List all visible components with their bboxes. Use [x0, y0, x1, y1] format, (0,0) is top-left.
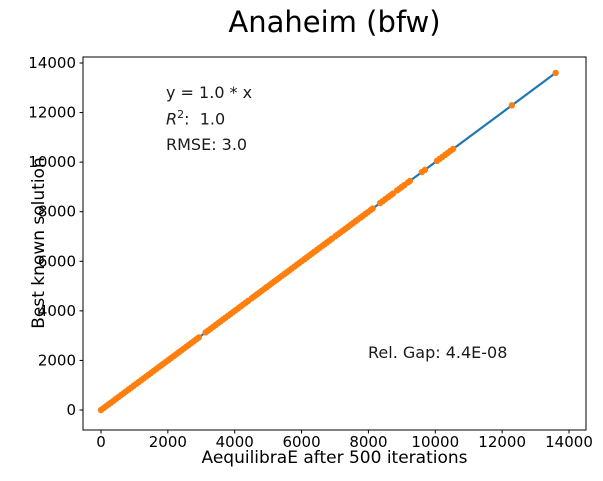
r-squared-symbol: R: [166, 109, 178, 129]
axes-frame: [82, 56, 587, 431]
y-tick-label: 0: [66, 401, 76, 419]
scatter-point: [552, 69, 559, 77]
y-tick-label: 6000: [38, 252, 76, 270]
y-tick-label: 2000: [38, 351, 76, 369]
x-tick-label: 14000: [545, 433, 593, 451]
y-tick-label: 10000: [28, 153, 76, 171]
chart-title: Anaheim (bfw): [228, 5, 441, 39]
y-axis-label: Best known solution: [29, 157, 49, 329]
x-tick-label: 10000: [411, 433, 459, 451]
scatter-point: [421, 166, 429, 174]
y-tick-label: 14000: [28, 54, 76, 72]
y-tick-label: 12000: [28, 104, 76, 122]
y-tick-label: 8000: [38, 203, 76, 221]
r-squared-exponent: 2: [177, 108, 185, 121]
fit-equation-annotation: y = 1.0 * x: [166, 83, 253, 102]
scatter-point: [449, 145, 457, 153]
scatter-point: [406, 177, 414, 185]
r-squared-annotation: R2: 1.0: [166, 108, 226, 129]
x-tick-label: 0: [96, 433, 106, 451]
x-axis-label: AequilibraE after 500 iterations: [201, 448, 468, 468]
x-tick-label: 12000: [478, 433, 526, 451]
x-tick-label: 2000: [149, 433, 187, 451]
x-tick-label: 4000: [216, 433, 254, 451]
x-tick-label: 8000: [349, 433, 387, 451]
rmse-annotation: RMSE: 3.0: [166, 135, 248, 154]
scatter-point: [369, 205, 376, 212]
r-squared-value: : 1.0: [184, 109, 226, 129]
rel-gap-annotation: Rel. Gap: 4.4E-08: [368, 343, 508, 362]
scatter-point: [195, 334, 202, 341]
scatter-point: [508, 102, 516, 109]
x-tick-label: 6000: [282, 433, 320, 451]
y-tick-label: 4000: [38, 302, 76, 320]
